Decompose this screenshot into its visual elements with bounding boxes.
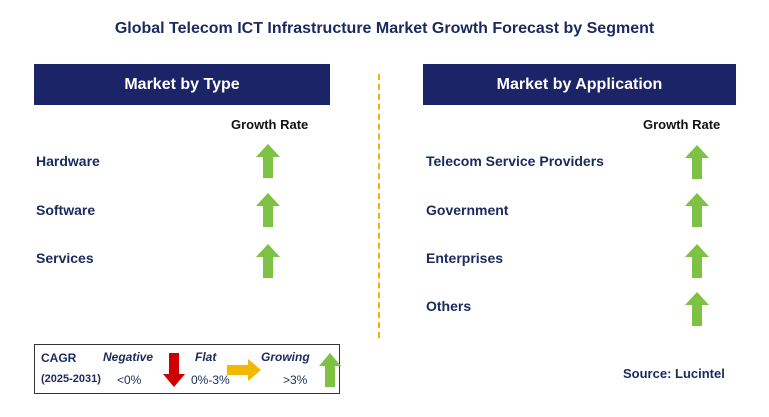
up-arrow-icon [685, 145, 709, 179]
source-note: Source: Lucintel [623, 366, 725, 381]
up-arrow-icon [319, 353, 341, 387]
up-arrow-icon [256, 244, 280, 278]
market-by-type-header: Market by Type [34, 64, 330, 105]
type-row-services: Services [36, 250, 94, 266]
legend-growing-label: Growing [261, 350, 310, 364]
panel-divider [378, 74, 380, 338]
application-row-government: Government [426, 202, 509, 218]
right-arrow-icon [227, 359, 261, 381]
up-arrow-icon [685, 193, 709, 227]
growth-rate-label-left: Growth Rate [231, 117, 309, 132]
application-row-others: Others [426, 298, 472, 314]
market-by-application-header: Market by Application [423, 64, 736, 105]
chart-title: Global Telecom ICT Infrastructure Market… [114, 20, 655, 37]
legend-period-label: (2025-2031) [41, 373, 101, 385]
type-row-software: Software [36, 202, 96, 218]
legend-flat-label: Flat [195, 350, 217, 364]
growth-rate-label-right: Growth Rate [643, 117, 721, 132]
legend-negative-range: <0% [117, 373, 142, 387]
legend-flat-range: 0%-3% [191, 373, 230, 387]
legend-cagr-label: CAGR [41, 351, 77, 365]
type-row-hardware: Hardware [36, 153, 100, 169]
up-arrow-icon [685, 292, 709, 326]
up-arrow-icon [256, 193, 280, 227]
application-row-enterprises: Enterprises [426, 250, 504, 266]
up-arrow-icon [256, 144, 280, 178]
legend-negative-label: Negative [103, 350, 154, 364]
up-arrow-icon [685, 244, 709, 278]
application-row-telecom-service-providers: Telecom Service Providers [426, 153, 604, 169]
down-arrow-icon [163, 353, 185, 387]
legend-growing-range: >3% [283, 373, 308, 387]
cagr-legend: CAGR (2025-2031) Negative <0% Flat 0%-3%… [34, 344, 341, 394]
